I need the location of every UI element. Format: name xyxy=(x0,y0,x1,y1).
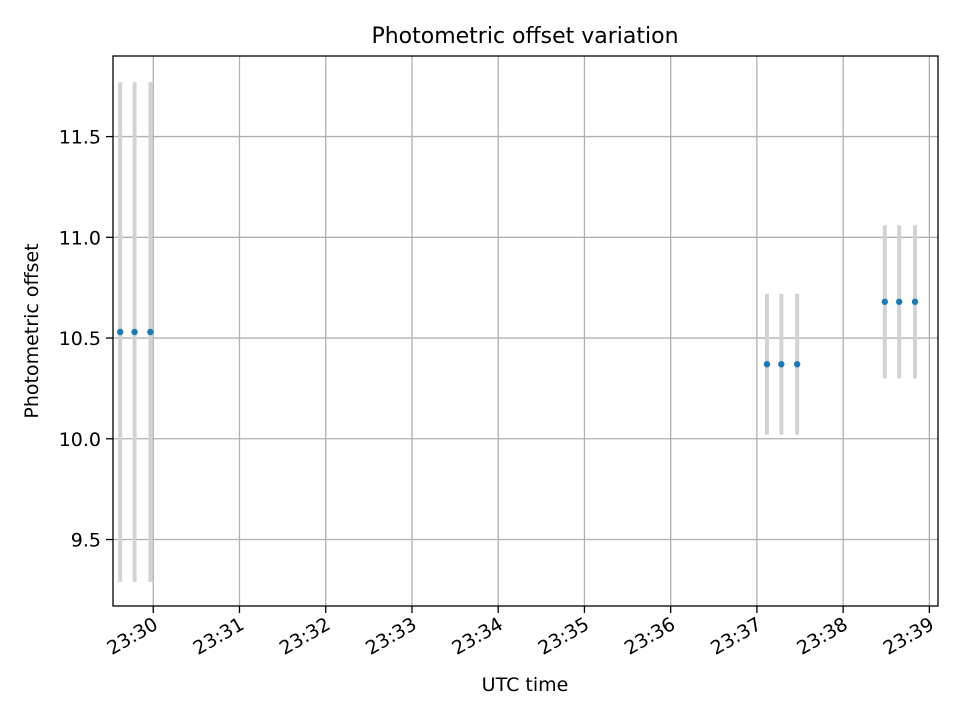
data-point xyxy=(911,298,919,305)
plot-frame xyxy=(112,55,939,607)
data-point xyxy=(131,328,138,336)
y-tick-label: 9.5 xyxy=(71,530,101,552)
data-point xyxy=(895,298,903,305)
chart-title: Photometric offset variation xyxy=(371,24,678,49)
x-axis-label: UTC time xyxy=(482,674,569,696)
data-point xyxy=(778,361,785,368)
data-point xyxy=(147,328,154,336)
y-tick-label: 11.0 xyxy=(59,227,101,249)
data-point xyxy=(793,361,801,368)
y-axis-label: Photometric offset xyxy=(21,243,43,418)
data-point xyxy=(116,328,124,336)
data-point xyxy=(881,298,889,305)
y-tick-label: 10.0 xyxy=(59,429,101,451)
data-point xyxy=(763,361,771,368)
grid-lines xyxy=(113,56,938,606)
y-tick-label: 10.5 xyxy=(59,328,101,350)
data-points xyxy=(116,298,919,368)
y-tick-label: 11.5 xyxy=(59,127,101,149)
